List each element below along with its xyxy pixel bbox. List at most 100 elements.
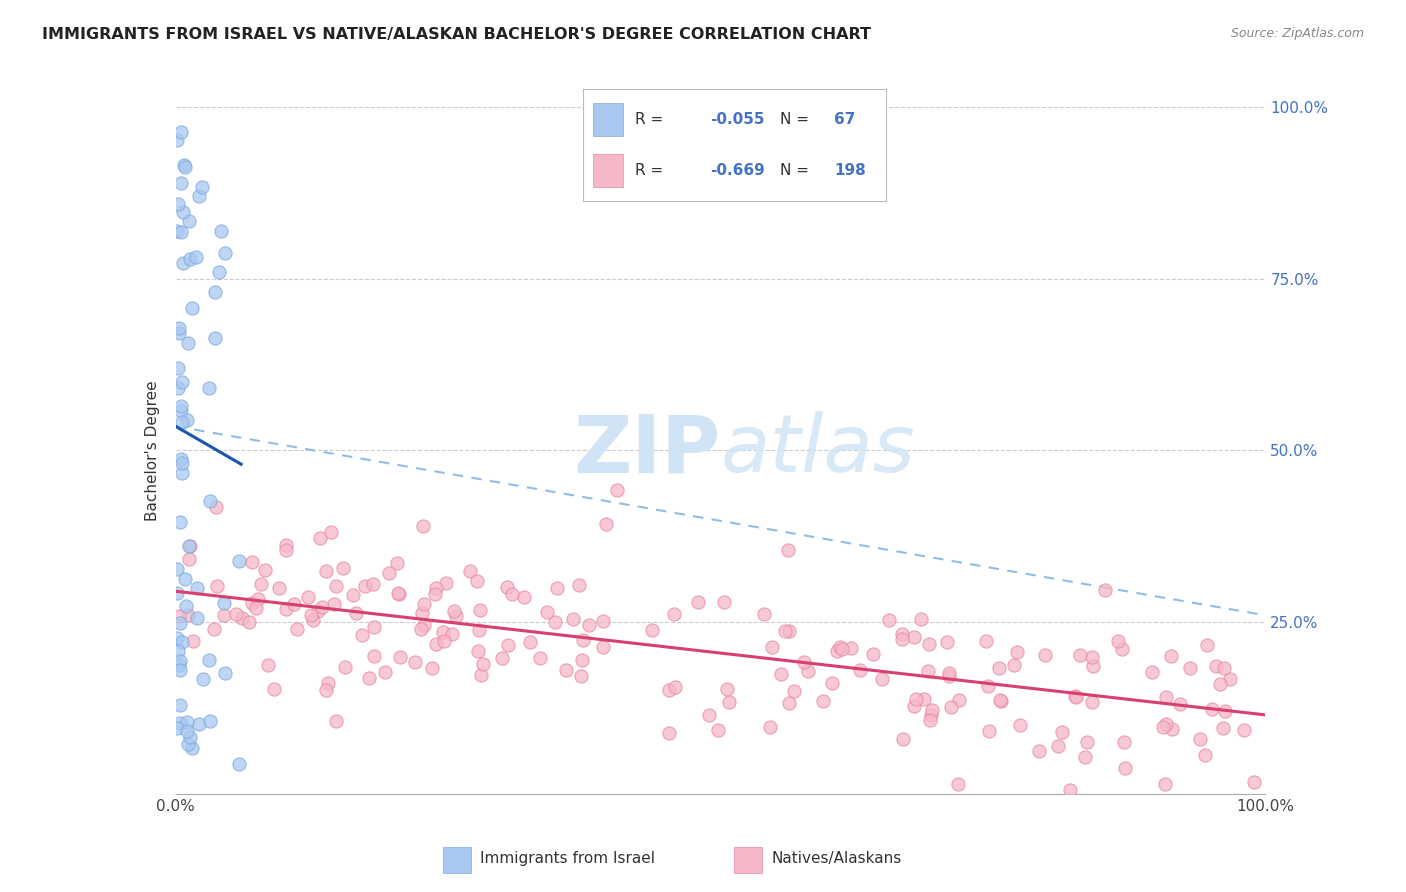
Point [250, 577, 273, 591]
Point [1212, 721, 1234, 735]
Point [212, 597, 235, 611]
Point [167, 197, 190, 211]
Point [179, 252, 201, 266]
Point [167, 657, 190, 672]
Point [778, 696, 800, 710]
Point [1114, 761, 1136, 775]
Point [761, 640, 783, 655]
Point [297, 591, 319, 605]
Point [1107, 634, 1129, 648]
Point [231, 610, 253, 624]
Point [1205, 659, 1227, 673]
Point [188, 716, 211, 731]
Point [562, 611, 585, 625]
Point [256, 657, 278, 672]
Point [716, 682, 738, 697]
Point [519, 635, 541, 649]
Point [214, 666, 236, 681]
Point [891, 627, 914, 641]
Point [172, 415, 194, 429]
Point [228, 757, 250, 772]
Point [496, 580, 519, 594]
Point [592, 640, 614, 654]
Point [325, 714, 347, 728]
Point [432, 625, 454, 640]
Point [592, 615, 614, 629]
Point [433, 634, 456, 648]
Point [204, 500, 226, 515]
Text: 67: 67 [834, 112, 856, 127]
Point [344, 606, 367, 620]
Point [948, 692, 970, 706]
Point [1028, 744, 1050, 758]
Point [242, 596, 264, 610]
Point [299, 608, 322, 623]
Point [1008, 717, 1031, 731]
Point [910, 612, 932, 626]
Point [198, 653, 221, 667]
Point [987, 661, 1010, 675]
Point [170, 635, 193, 649]
Point [316, 676, 339, 690]
Point [170, 456, 193, 470]
Point [193, 672, 215, 686]
Point [166, 224, 188, 238]
Point [363, 620, 385, 634]
Point [285, 622, 308, 636]
Point [170, 452, 193, 467]
Point [769, 666, 792, 681]
Point [903, 698, 925, 713]
Point [169, 663, 191, 677]
Point [990, 694, 1012, 708]
Point [1201, 701, 1223, 715]
Point [912, 692, 935, 706]
Point [939, 699, 962, 714]
Bar [592, 153, 623, 187]
Point [425, 581, 447, 595]
Point [1046, 739, 1069, 753]
Point [411, 622, 433, 636]
Point [830, 640, 852, 654]
Point [167, 321, 190, 335]
Point [491, 651, 513, 665]
Text: R =: R = [636, 112, 668, 127]
Point [938, 666, 960, 681]
Text: Natives/Alaskans: Natives/Alaskans [770, 851, 901, 866]
Point [228, 554, 250, 568]
Point [315, 683, 337, 698]
Point [920, 707, 942, 722]
Point [568, 577, 591, 591]
Point [385, 556, 408, 570]
Point [246, 591, 269, 606]
Point [332, 560, 354, 574]
Point [176, 714, 198, 729]
Point [544, 615, 567, 629]
Text: N =: N = [780, 163, 814, 178]
Point [186, 582, 208, 596]
Point [595, 517, 617, 532]
Point [918, 637, 941, 651]
Point [821, 676, 844, 690]
Point [546, 581, 568, 595]
Point [404, 655, 426, 669]
Point [177, 737, 200, 751]
Point [1007, 644, 1029, 658]
Bar [443, 847, 471, 872]
Point [412, 597, 434, 611]
Point [177, 607, 200, 622]
Point [529, 650, 551, 665]
Point [361, 576, 384, 591]
Point [388, 587, 411, 601]
Point [1076, 735, 1098, 749]
Point [658, 682, 681, 697]
Point [170, 176, 193, 190]
Point [458, 564, 481, 578]
Point [1154, 690, 1177, 705]
Point [778, 542, 800, 557]
Point [1033, 648, 1056, 663]
Point [167, 644, 190, 658]
Point [572, 632, 595, 647]
Point [269, 581, 291, 595]
Point [214, 246, 236, 260]
Point [204, 331, 226, 345]
